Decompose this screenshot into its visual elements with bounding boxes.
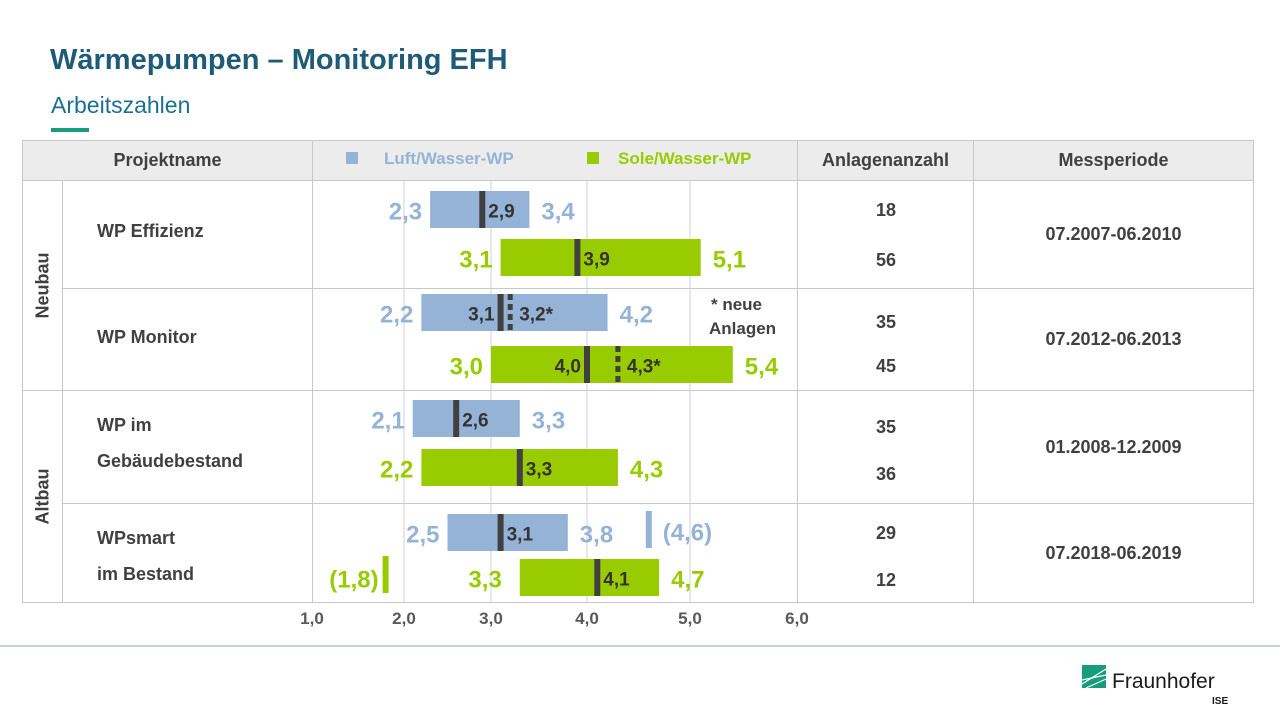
x-tick-label: 3,0 xyxy=(479,609,503,628)
median-marker xyxy=(516,449,523,486)
min-label: 2,1 xyxy=(371,408,404,435)
median-label: 2,9 xyxy=(488,202,514,223)
median-marker xyxy=(479,191,486,228)
project-name: WPsmart xyxy=(97,528,176,548)
project-name: WP im xyxy=(97,415,152,435)
period-value: 01.2008-12.2009 xyxy=(1045,436,1182,457)
max-label: 5,1 xyxy=(713,247,746,274)
new-median-label: 4,3* xyxy=(627,357,661,378)
min-label: 2,5 xyxy=(406,522,439,549)
median-label: 3,1 xyxy=(507,525,534,546)
median-marker xyxy=(594,559,601,596)
slide-subtitle: Arbeitszahlen xyxy=(51,92,191,118)
outlier-marker xyxy=(382,556,389,593)
x-tick-label: 4,0 xyxy=(575,609,599,628)
range-bar xyxy=(412,400,520,437)
range-bar xyxy=(500,239,701,276)
period-value: 07.2012-06.2013 xyxy=(1045,329,1182,349)
project-cell: WPsmart im Bestand xyxy=(62,503,313,603)
median-marker xyxy=(584,346,590,383)
footer-divider xyxy=(0,645,1280,647)
project-name: WP Effizienz xyxy=(97,221,204,241)
median-marker xyxy=(497,514,504,551)
min-label: 3,0 xyxy=(450,354,483,381)
min-label: 3,1 xyxy=(459,247,492,274)
max-label: 3,8 xyxy=(580,522,613,549)
fraunhofer-logo: Fraunhofer ISE xyxy=(1081,665,1228,707)
x-tick-label: 2,0 xyxy=(392,609,416,628)
header-legend xyxy=(312,140,798,181)
legend-label-luft: Luft/Wasser-WP xyxy=(384,149,514,168)
median-label: 3,1 xyxy=(468,305,495,326)
range-bar xyxy=(519,559,660,596)
range-bar xyxy=(421,294,608,331)
min-label: 3,3 xyxy=(468,567,501,594)
period-value: 07.2018-06.2019 xyxy=(1045,542,1182,563)
period-value: 07.2007-06.2010 xyxy=(1045,224,1182,244)
median-marker xyxy=(453,400,460,437)
note-line-2: Anlagen xyxy=(709,319,776,338)
count-value: 12 xyxy=(875,570,897,590)
median-label: 3,3 xyxy=(526,460,552,481)
median-marker xyxy=(497,294,504,331)
logo-stripes xyxy=(1081,668,1107,689)
max-label: 4,2 xyxy=(620,302,653,329)
max-label: 3,4 xyxy=(541,199,575,226)
min-label: 2,2 xyxy=(380,302,413,329)
project-name: WP Monitor xyxy=(97,327,197,347)
median-label: 4,0 xyxy=(555,357,581,378)
new-median-label: 3,2* xyxy=(519,305,553,326)
project-name: im Bestand xyxy=(97,564,195,584)
max-label: 4,3 xyxy=(630,457,663,484)
median-label: 2,6 xyxy=(462,411,488,432)
max-label: 4,7 xyxy=(671,567,704,594)
outlier-label: (1,8) xyxy=(329,567,378,594)
range-bar xyxy=(491,346,733,383)
logo-name: Fraunhofer xyxy=(1112,670,1215,693)
max-label: 5,4 xyxy=(745,354,779,381)
min-label: 2,2 xyxy=(380,457,413,484)
count-value: 56 xyxy=(875,250,897,270)
period-cell: 07.2018-06.2019 xyxy=(973,503,1254,603)
median-label: 4,1 xyxy=(603,570,630,591)
median-marker xyxy=(574,239,581,276)
max-label: 3,3 xyxy=(532,408,565,435)
count-value: 35 xyxy=(875,417,897,437)
outlier-marker xyxy=(645,511,652,548)
count-value: 36 xyxy=(875,464,897,484)
header-count: Anlagenanzahl xyxy=(797,140,974,181)
x-tick-label: 1,0 xyxy=(300,609,324,628)
legend-label-sole: Sole/Wasser-WP xyxy=(618,149,752,168)
range-bar xyxy=(447,514,568,551)
title-accent-line xyxy=(51,128,89,132)
count-value: 29 xyxy=(875,523,897,543)
median-label: 3,9 xyxy=(583,250,609,271)
count-value: 18 xyxy=(875,200,897,220)
project-name: Gebäudebestand xyxy=(97,451,244,471)
header-period: Messperiode xyxy=(973,140,1254,181)
legend-swatch-sole xyxy=(587,152,599,164)
legend-swatch-luft xyxy=(346,152,358,164)
header-count-label: Anlagenanzahl xyxy=(821,150,950,170)
slide-title: Wärmepumpen – Monitoring EFH xyxy=(50,44,508,76)
count-value: 35 xyxy=(875,312,897,332)
header-period-label: Messperiode xyxy=(1058,150,1169,170)
min-label: 2,3 xyxy=(389,199,422,226)
header-project-label: Projektname xyxy=(113,150,222,170)
x-tick-label: 5,0 xyxy=(678,609,702,628)
note-text: Anlagen xyxy=(709,319,776,338)
logo-sub: ISE xyxy=(1212,696,1228,707)
count-value: 45 xyxy=(875,356,897,376)
outlier-label: (4,6) xyxy=(663,520,712,547)
note-line: * neue xyxy=(711,295,762,314)
x-tick-label: 6,0 xyxy=(785,609,809,628)
